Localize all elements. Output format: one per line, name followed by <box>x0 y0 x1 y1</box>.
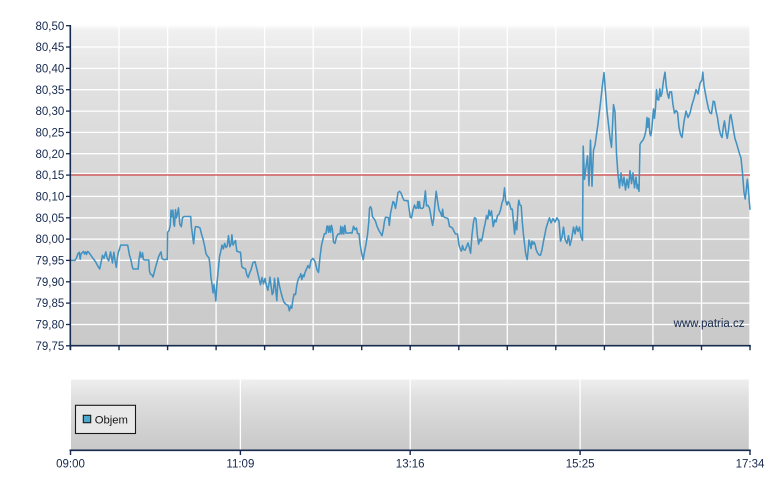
svg-text:80,25: 80,25 <box>36 128 65 140</box>
svg-text:09:00: 09:00 <box>56 459 85 471</box>
svg-text:www.patria.cz: www.patria.cz <box>673 318 745 330</box>
svg-text:80,10: 80,10 <box>36 192 65 204</box>
svg-text:80,35: 80,35 <box>36 85 65 97</box>
svg-text:80,20: 80,20 <box>36 149 65 161</box>
svg-text:13:16: 13:16 <box>396 459 425 471</box>
svg-text:80,30: 80,30 <box>36 106 65 118</box>
svg-text:17:34: 17:34 <box>736 459 765 471</box>
svg-text:79,75: 79,75 <box>36 341 65 353</box>
svg-text:11:09: 11:09 <box>226 459 254 471</box>
svg-text:79,95: 79,95 <box>36 256 65 268</box>
svg-text:79,80: 79,80 <box>36 320 65 332</box>
svg-text:80,00: 80,00 <box>36 234 65 246</box>
svg-text:79,85: 79,85 <box>36 298 65 310</box>
svg-text:80,45: 80,45 <box>36 42 65 54</box>
svg-text:79,90: 79,90 <box>36 277 65 289</box>
svg-text:80,40: 80,40 <box>36 64 65 76</box>
svg-text:80,15: 80,15 <box>36 170 65 182</box>
svg-text:Objem: Objem <box>95 414 128 426</box>
svg-text:80,05: 80,05 <box>36 213 65 225</box>
svg-text:80,50: 80,50 <box>36 21 65 33</box>
svg-text:15:25: 15:25 <box>566 459 595 471</box>
